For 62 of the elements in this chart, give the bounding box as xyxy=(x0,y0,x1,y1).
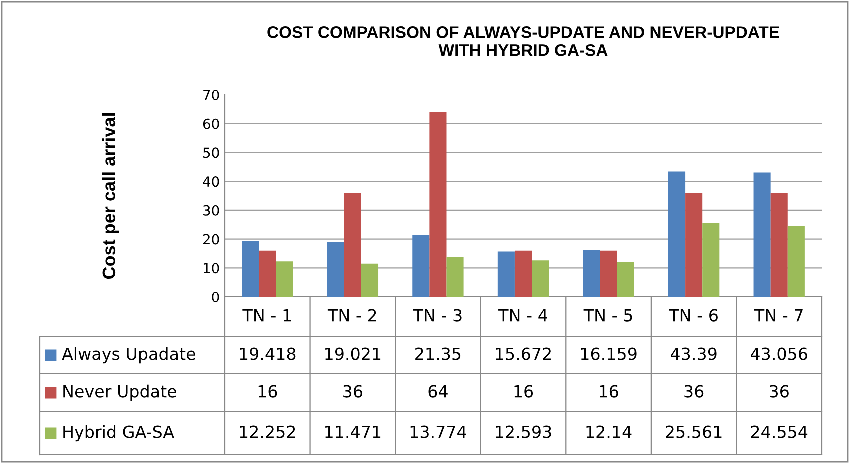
legend-label: Always Upadate xyxy=(62,347,196,364)
y-tick-label: 40 xyxy=(203,176,220,188)
data-label: 15.672 xyxy=(496,348,551,360)
bar xyxy=(788,226,805,297)
bar xyxy=(583,250,600,297)
bar xyxy=(259,250,276,297)
bar xyxy=(514,250,532,297)
data-label: 43.056 xyxy=(751,348,808,360)
data-label: 16 xyxy=(258,385,278,398)
legend-label: Hybrid GA-SA xyxy=(64,425,174,442)
bar xyxy=(702,223,720,297)
y-tick-label: 30 xyxy=(204,205,220,216)
bar xyxy=(344,193,362,297)
data-label: 12.14 xyxy=(586,426,632,438)
chart-title: COST COMPARISON OF ALWAYS-UPDATE AND NEVER-UPDATE WITH HYBRID GA-SA xyxy=(268,26,780,56)
y-tick-label: 60 xyxy=(203,118,220,130)
bar xyxy=(770,193,788,297)
y-tick-label: 50 xyxy=(204,148,220,158)
bar xyxy=(754,172,771,297)
y-axis-title: Cost per call arrival xyxy=(102,113,120,280)
data-label: 12.252 xyxy=(240,426,296,438)
x-tick-label: TN - 4 xyxy=(498,309,548,322)
data-label: 36 xyxy=(684,385,704,398)
bar xyxy=(617,262,634,297)
data-label: 21.35 xyxy=(416,348,461,360)
data-label: 24.554 xyxy=(751,426,808,438)
data-label: 36 xyxy=(344,385,362,398)
data-label: 16 xyxy=(600,385,618,398)
legend-label: Never Update xyxy=(64,384,176,402)
bar xyxy=(532,260,550,297)
data-label: 36 xyxy=(770,385,789,398)
bar xyxy=(242,240,260,297)
bar xyxy=(600,250,618,297)
y-tick-label: 70 xyxy=(204,90,220,100)
x-tick-label: TN - 6 xyxy=(669,309,718,322)
bar xyxy=(276,262,294,297)
data-label: 19.021 xyxy=(326,348,381,360)
bar xyxy=(668,172,686,297)
data-label: 16.159 xyxy=(581,348,637,360)
bar xyxy=(361,264,379,297)
bar xyxy=(686,193,703,297)
y-tick-label: 0 xyxy=(212,292,220,302)
data-label: 25.561 xyxy=(666,426,722,438)
bar xyxy=(430,112,447,297)
x-tick-label: TN - 1 xyxy=(242,309,292,322)
data-label: 13.774 xyxy=(410,426,466,438)
x-tick-label: TN - 3 xyxy=(413,309,462,322)
data-label: 12.593 xyxy=(496,426,552,438)
data-label: 64 xyxy=(428,385,448,398)
bar xyxy=(327,242,344,297)
bar xyxy=(446,257,464,297)
y-tick-label: 10 xyxy=(204,263,220,274)
data-label: 16 xyxy=(514,385,534,398)
bar xyxy=(498,252,515,297)
data-label: 11.471 xyxy=(326,426,381,438)
x-tick-label: TN - 7 xyxy=(754,309,803,322)
y-tick-label: 20 xyxy=(203,234,220,245)
x-tick-label: TN - 2 xyxy=(328,309,376,322)
bar xyxy=(412,235,430,297)
x-tick-label: TN - 5 xyxy=(584,309,632,322)
data-label: 43.39 xyxy=(671,348,717,360)
data-label: 19.418 xyxy=(240,348,296,360)
